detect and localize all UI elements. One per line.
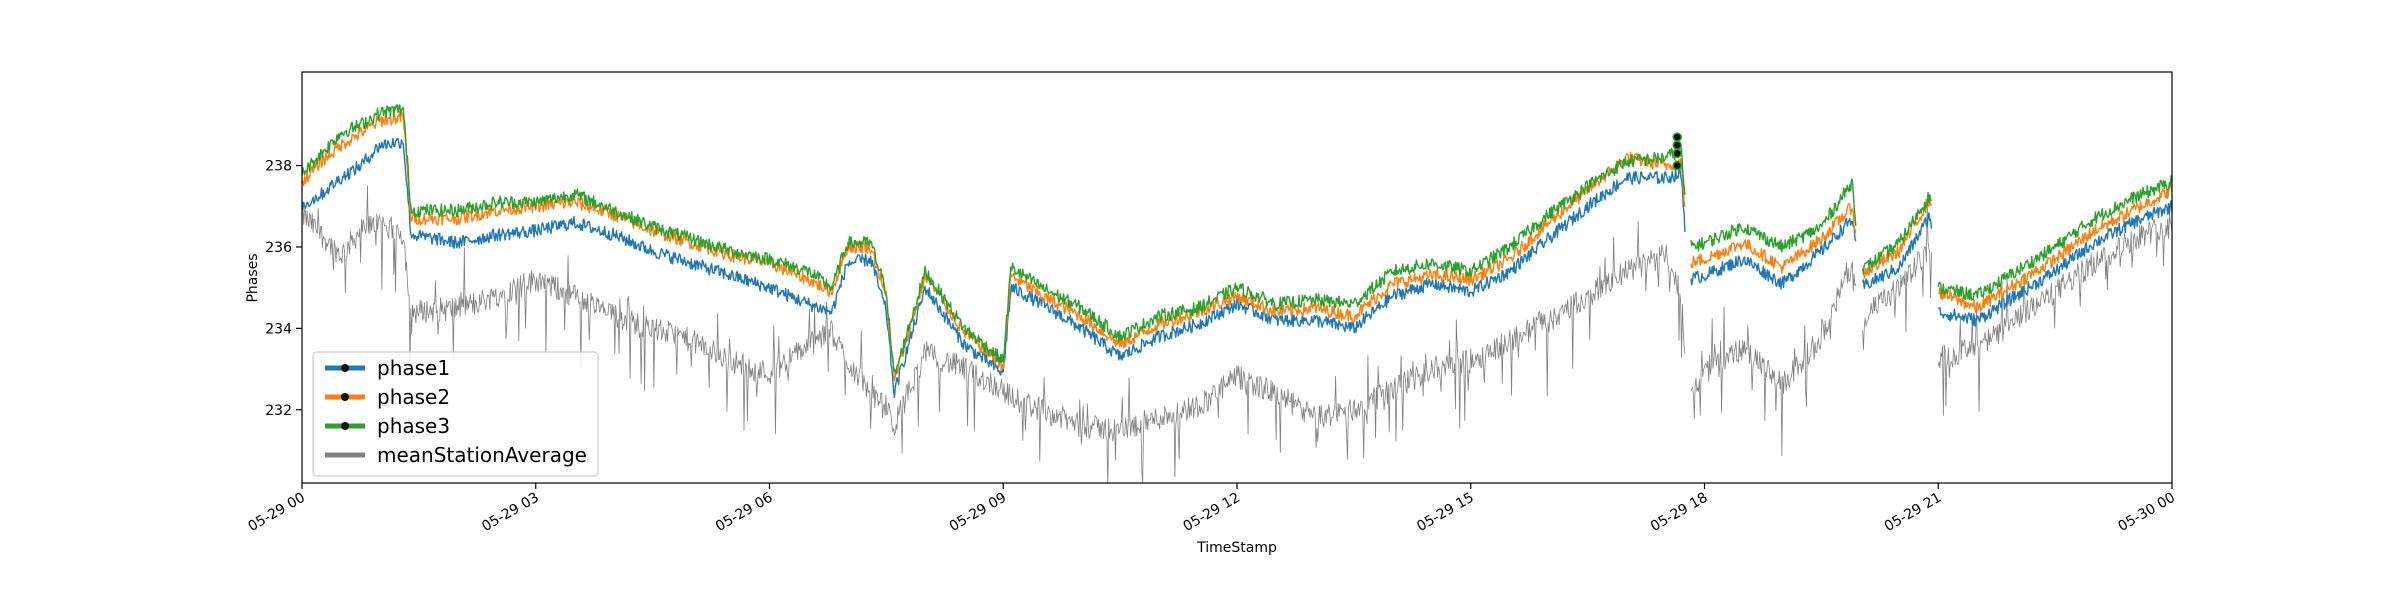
series-line-phase3: [302, 104, 2172, 375]
legend-marker-phase2: [341, 393, 349, 401]
y-tick-label: 238: [265, 159, 292, 175]
legend-box: [312, 351, 599, 477]
marker-point: [1672, 140, 1682, 150]
series-line-meanStationAverage: [302, 185, 2172, 483]
y-axis-label: Phases: [245, 253, 261, 302]
marker-point: [1672, 132, 1682, 142]
series-line-phase2: [302, 110, 2172, 382]
marker-layer: [1672, 132, 1682, 171]
legend-label-phase3: phase3: [377, 414, 450, 438]
y-axis: 232 234 236 238: [265, 159, 302, 419]
series-line-phase1: [302, 137, 2172, 399]
x-axis-label: TimeStamp: [1196, 540, 1277, 556]
y-tick-label: 236: [265, 240, 292, 256]
legend-marker-phase3: [341, 422, 349, 430]
series-layer: [302, 104, 2172, 483]
marker-point: [1672, 148, 1682, 159]
legend-marker-phase1: [341, 364, 349, 372]
y-tick-label: 232: [265, 403, 292, 419]
legend-label-meanStationAverage: meanStationAverage: [377, 443, 587, 467]
marker-point: [1672, 160, 1682, 171]
y-tick-label: 234: [265, 321, 292, 337]
legend: phase1 phase2 phase3 meanStationAverage: [312, 351, 599, 477]
legend-label-phase2: phase2: [377, 385, 450, 409]
legend-label-phase1: phase1: [377, 356, 450, 380]
